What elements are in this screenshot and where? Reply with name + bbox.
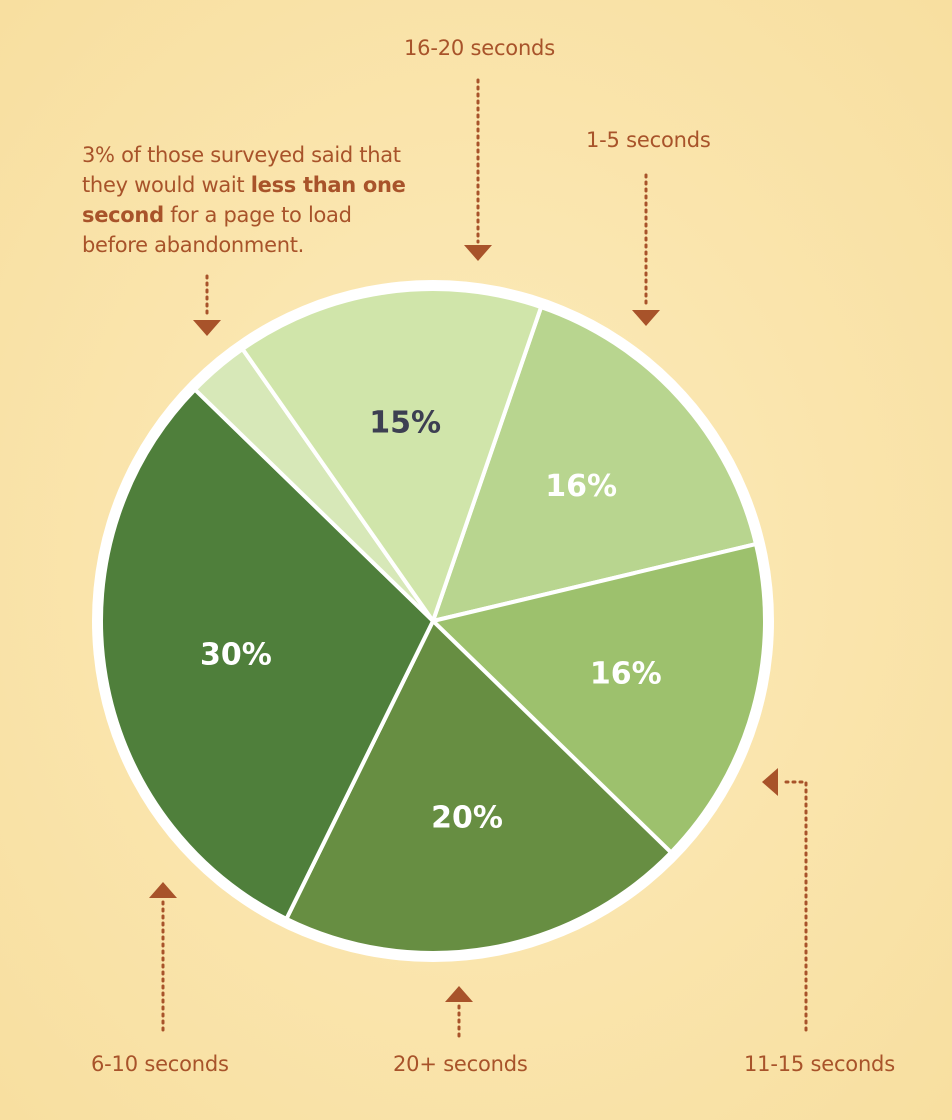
pie-slice-2 bbox=[284, 619, 674, 955]
pie-slice-1 bbox=[431, 542, 767, 855]
arrow-11-15-icon bbox=[762, 768, 808, 1032]
callout-label-11-15: 11-15 seconds bbox=[744, 1052, 895, 1076]
callout-label-16-20: 16-20 seconds bbox=[404, 36, 555, 60]
pie-slice-label-1: 16% bbox=[590, 657, 662, 692]
arrow-less-than-one-second-icon bbox=[193, 274, 221, 336]
pie-slice-label-5: 15% bbox=[369, 405, 441, 440]
arrow-20-plus-icon bbox=[445, 986, 473, 1040]
pie-slice-label-3: 30% bbox=[200, 638, 272, 673]
note-text-bold: less than one second bbox=[82, 173, 406, 227]
callout-label-6-10: 6-10 seconds bbox=[91, 1052, 229, 1076]
callout-label-1-5: 1-5 seconds bbox=[586, 128, 711, 152]
pie-slice-3 bbox=[99, 387, 435, 921]
arrow-6-10-icon bbox=[149, 882, 177, 1036]
less-than-one-second-note: 3% of those surveyed said that they woul… bbox=[82, 140, 422, 260]
pie-slice-label-2: 20% bbox=[431, 801, 503, 836]
arrow-1-5-icon bbox=[632, 173, 660, 326]
arrow-16-20-icon bbox=[464, 78, 492, 261]
pie-slices bbox=[99, 287, 767, 955]
note-text-end: for a page to load before abandonment. bbox=[82, 203, 352, 257]
pie-slice-0 bbox=[431, 305, 758, 623]
pie-slice-label-0: 16% bbox=[545, 469, 617, 504]
callout-arrows bbox=[149, 78, 808, 1040]
slice-labels: 16% 16% 20% 30% 15% bbox=[200, 405, 662, 835]
pie-slice-5 bbox=[240, 287, 544, 623]
note-text-start: 3% of those surveyed said that they woul… bbox=[82, 143, 401, 197]
callout-label-20-plus: 20+ seconds bbox=[393, 1052, 528, 1076]
